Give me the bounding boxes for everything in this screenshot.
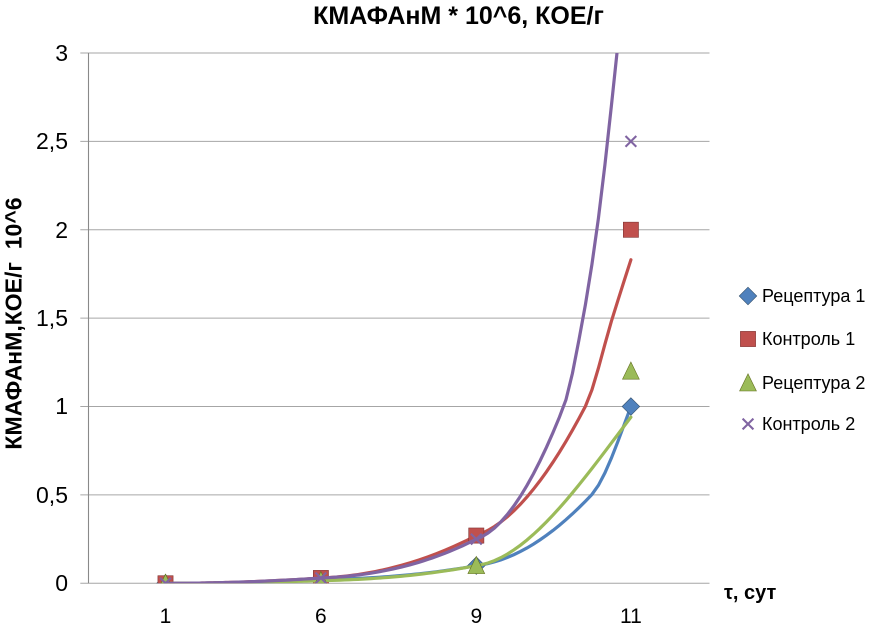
svg-text:3: 3 (55, 40, 68, 66)
svg-text:1,5: 1,5 (36, 305, 68, 331)
svg-text:0: 0 (55, 570, 68, 596)
svg-text:1: 1 (160, 605, 172, 624)
svg-text:11: 11 (620, 605, 642, 624)
svg-text:Контроль 2: Контроль 2 (762, 414, 855, 434)
svg-text:Контроль 1: Контроль 1 (762, 329, 855, 349)
svg-text:2: 2 (55, 217, 68, 243)
svg-text:Рецептура 2: Рецептура 2 (762, 373, 865, 393)
svg-text:6: 6 (315, 605, 327, 624)
svg-text:Рецептура 1: Рецептура 1 (762, 286, 865, 306)
svg-text:2,5: 2,5 (36, 128, 68, 154)
svg-text:0,5: 0,5 (36, 482, 68, 508)
svg-text:τ, сут: τ, сут (724, 582, 777, 604)
svg-text:1: 1 (55, 393, 68, 419)
svg-text:9: 9 (470, 605, 482, 624)
